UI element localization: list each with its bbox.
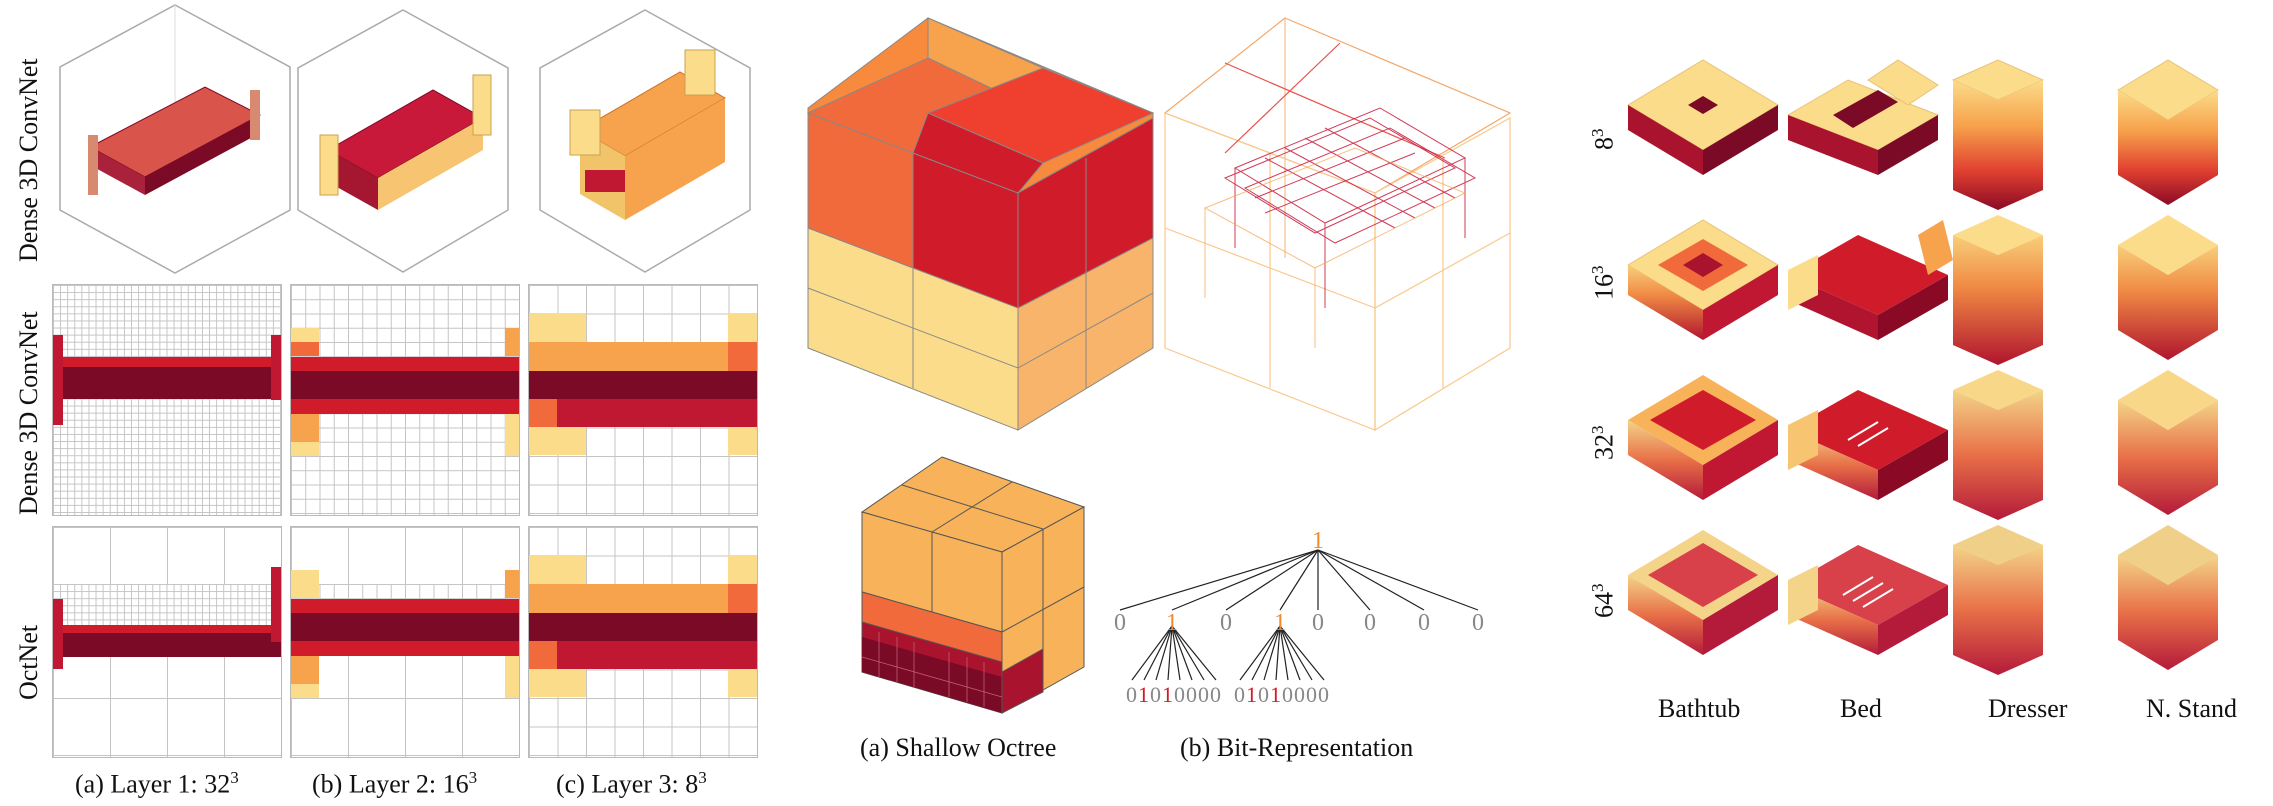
tree-sub1-6: 0 [1198,682,1209,707]
col-label-bathtub: Bathtub [1658,694,1741,723]
tree-root: 1 [1312,528,1324,554]
shape-renders-grid [1627,59,2219,675]
nightstand-32 [2118,370,2218,515]
octnet-grid-8 [528,526,758,758]
col-label-bed: Bed [1840,694,1882,723]
tree-sub2-7: 0 [1318,682,1329,707]
bed-32 [1788,390,1948,500]
shallow-octree-cube [860,456,1086,714]
row-label-dense-1: Dense 3D ConvNet [14,58,43,262]
tree-sub1-3: 1 [1162,682,1173,707]
nightstand-16 [2118,215,2218,360]
res-label-16: 163 [1588,265,1619,301]
res-label-64: 643 [1588,583,1619,619]
tree-sub2-3: 1 [1270,682,1281,707]
dresser-64 [1953,525,2043,675]
caption-bit-representation: (b) Bit-Representation [1180,733,1414,762]
res-label-8: 83 [1588,128,1619,151]
tree-l1-1: 1 [1166,610,1178,636]
dense-bed-3d-8 [539,9,751,273]
caption-layer2: (b) Layer 2: 163 [312,768,478,799]
tree-sub1-4: 0 [1174,682,1185,707]
tree-sub2-5: 0 [1294,682,1305,707]
octree-wireframe [1163,17,1512,432]
tree-l1-0: 0 [1114,610,1126,636]
tree-sub2-4: 0 [1282,682,1293,707]
dresser-32 [1953,370,2043,520]
tree-sub2-1: 1 [1246,682,1257,707]
nightstand-64 [2118,525,2218,670]
bathtub-16 [1627,219,1779,340]
bathtub-8 [1627,59,1779,175]
dresser-8 [1951,59,2045,210]
tree-l1-4: 0 [1312,610,1324,636]
dense-bed-3d-32 [59,4,291,274]
col-label-dresser: Dresser [1988,694,2068,723]
dense-bed-3d-16 [297,9,509,273]
tree-sub2-2: 0 [1258,682,1269,707]
caption-shallow-octree: (a) Shallow Octree [860,733,1057,762]
tree-sub1-0: 0 [1126,682,1137,707]
octnet-grid-16 [290,526,520,758]
tree-l1-5: 0 [1364,610,1376,636]
caption-layer1: (a) Layer 1: 323 [75,768,239,799]
bit-tree: 1 0 1 0 1 0 0 0 0 0 1 0 1 0 0 0 0 0 1 0 … [1114,528,1484,707]
row-label-octnet: OctNet [14,624,43,700]
bathtub-32 [1628,375,1778,500]
dense-grid-16 [290,284,520,516]
col-label-nightstand: N. Stand [2146,694,2237,723]
row-label-dense-2: Dense 3D ConvNet [14,311,43,515]
res-label-32: 323 [1588,425,1619,461]
octree-cube-large [806,17,1155,431]
tree-sub2-0: 0 [1234,682,1245,707]
dresser-16 [1953,215,2043,365]
dense-grid-8 [528,284,758,516]
bathtub-64 [1628,530,1778,655]
tree-sub1-5: 0 [1186,682,1197,707]
bed-8 [1786,59,1940,175]
tree-l1-6: 0 [1418,610,1430,636]
tree-sub2-6: 0 [1306,682,1317,707]
tree-l1-7: 0 [1472,610,1484,636]
caption-layer3: (c) Layer 3: 83 [556,768,707,799]
tree-l1-2: 0 [1220,610,1232,636]
tree-sub1-2: 0 [1150,682,1161,707]
nightstand-8 [2117,59,2219,205]
tree-sub1-1: 1 [1138,682,1149,707]
tree-sub1-7: 0 [1210,682,1221,707]
bed-64 [1788,545,1948,655]
tree-l1-3: 1 [1274,610,1286,636]
bed-16 [1788,220,1953,340]
octnet-grid-32 [52,526,282,758]
dense-grid-32 [52,284,282,516]
